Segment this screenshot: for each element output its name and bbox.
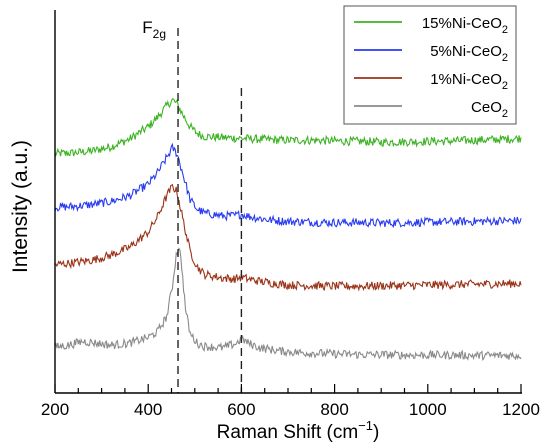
x-tick-label-1200: 1200 — [502, 400, 540, 419]
series-line-3 — [54, 247, 522, 362]
series-line-2 — [54, 183, 522, 292]
x-tick-label-800: 800 — [320, 400, 348, 419]
x-tick-label-400: 400 — [134, 400, 162, 419]
series-line-0 — [54, 98, 522, 157]
x-axis-title: Raman Shift (cm−1) — [217, 418, 380, 443]
x-tick-label-1000: 1000 — [409, 400, 447, 419]
series-layer — [54, 98, 522, 362]
x-tick-label-200: 200 — [41, 400, 69, 419]
series-line-1 — [54, 142, 522, 229]
reference-lines — [177, 28, 243, 393]
x-tick-label-600: 600 — [227, 400, 255, 419]
legend-label-0: 15%Ni-CeO2 — [422, 15, 508, 36]
legend-box — [343, 5, 517, 125]
annotations: F2g — [142, 18, 166, 41]
legend-label-1: 5%Ni-CeO2 — [430, 43, 508, 64]
legend: 15%Ni-CeO2 5%Ni-CeO2 1%Ni-CeO2 CeO2 — [343, 5, 517, 125]
legend-label-3: CeO2 — [471, 99, 508, 120]
legend-label-2: 1%Ni-CeO2 — [430, 71, 508, 92]
peak-annotation-f2g: F2g — [142, 18, 166, 41]
y-axis-title: Intensity (a.u.) — [9, 140, 32, 273]
axes: 200 400 600 800 1000 1200 Raman Shift (cm−1) In… — [9, 10, 540, 443]
